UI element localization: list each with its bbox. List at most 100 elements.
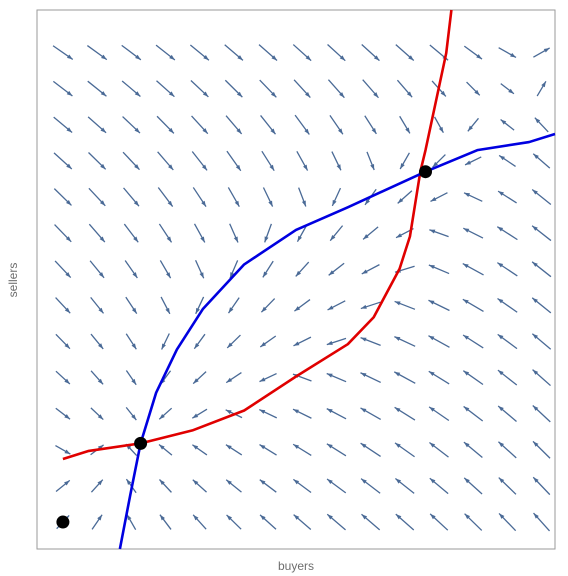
field-arrow-head bbox=[463, 406, 470, 412]
field-arrow-head bbox=[259, 479, 266, 485]
field-arrow-head bbox=[532, 405, 539, 411]
field-arrow-head bbox=[532, 297, 538, 303]
field-arrow-head bbox=[430, 513, 436, 520]
field-arrow-head bbox=[406, 91, 413, 98]
field-arrow-head bbox=[339, 55, 346, 61]
field-arrow-head bbox=[464, 192, 471, 198]
field-arrow-head bbox=[428, 264, 435, 270]
field-arrow-head bbox=[293, 341, 300, 346]
field-arrow-head bbox=[169, 54, 175, 61]
field-arrow-head bbox=[497, 334, 504, 340]
field-arrow-head bbox=[65, 236, 72, 242]
field-arrow-head bbox=[326, 443, 333, 449]
field-arrow-head bbox=[270, 91, 277, 98]
field-arrow-head bbox=[463, 370, 470, 376]
field-arrow-head bbox=[295, 270, 302, 277]
field-arrow-head bbox=[192, 413, 199, 419]
field-arrow-head bbox=[394, 371, 401, 377]
field-arrow-head bbox=[165, 272, 171, 279]
field-arrow-head bbox=[227, 342, 233, 348]
field-arrow-head bbox=[166, 236, 172, 243]
field-arrow-head bbox=[234, 200, 240, 207]
field-arrow-head bbox=[194, 343, 200, 349]
field-arrow-head bbox=[259, 444, 266, 450]
field-arrow-head bbox=[429, 442, 436, 448]
field-arrow-head bbox=[297, 235, 302, 242]
field-arrow-head bbox=[97, 414, 104, 420]
field-arrow-head bbox=[497, 226, 504, 232]
field-arrow-head bbox=[394, 336, 401, 341]
field-arrow-head bbox=[66, 54, 73, 60]
field-arrow-head bbox=[193, 514, 199, 521]
field-arrow-head bbox=[271, 55, 278, 61]
field-arrow-head bbox=[97, 479, 103, 486]
field-arrow-head bbox=[167, 200, 173, 207]
field-arrow-head bbox=[201, 200, 207, 207]
field-arrow-head bbox=[394, 442, 401, 448]
field-arrow-head bbox=[462, 263, 469, 269]
field-arrow-head bbox=[270, 128, 276, 135]
field-arrow-head bbox=[226, 514, 233, 521]
field-arrow-head bbox=[131, 414, 137, 421]
field-arrow-head bbox=[225, 409, 232, 415]
field-arrow-head bbox=[394, 407, 401, 413]
field-arrow-head bbox=[64, 414, 71, 420]
field-arrow-head bbox=[303, 164, 308, 171]
equilibrium-point bbox=[134, 436, 148, 450]
field-arrow-head bbox=[327, 305, 334, 310]
red-nullcline-curve bbox=[62, 9, 453, 461]
field-arrow-head bbox=[397, 198, 404, 204]
field-arrow-head bbox=[159, 514, 165, 521]
field-arrow-head bbox=[228, 307, 234, 314]
field-arrow-head bbox=[132, 272, 138, 278]
field-arrow-head bbox=[500, 119, 507, 125]
field-arrow-head bbox=[262, 271, 268, 278]
field-arrow-head bbox=[294, 306, 301, 312]
field-arrow-head bbox=[126, 514, 132, 521]
field-arrow-head bbox=[533, 153, 539, 159]
field-arrow-head bbox=[497, 298, 504, 304]
field-arrow-head bbox=[203, 55, 209, 61]
field-arrow-head bbox=[99, 200, 106, 206]
field-arrow-head bbox=[236, 128, 242, 134]
field-arrow-head bbox=[235, 164, 241, 171]
field-arrow-head bbox=[304, 128, 310, 135]
field-arrow-head bbox=[131, 343, 137, 350]
field-arrow-head bbox=[464, 513, 471, 520]
field-arrow-head bbox=[236, 91, 243, 98]
field-arrow-head bbox=[66, 127, 73, 133]
field-arrow-head bbox=[428, 335, 435, 341]
field-arrow-head bbox=[65, 272, 71, 278]
field-arrow-head bbox=[395, 478, 402, 484]
field-arrow-head bbox=[533, 441, 539, 447]
field-arrow-head bbox=[543, 47, 550, 53]
curves bbox=[62, 9, 556, 550]
field-arrow-head bbox=[327, 479, 333, 485]
field-arrow-head bbox=[326, 340, 333, 345]
field-arrow-head bbox=[158, 444, 165, 450]
field-arrow-head bbox=[192, 479, 199, 486]
field-arrow-head bbox=[533, 477, 539, 483]
field-arrow-head bbox=[64, 378, 70, 385]
field-arrow-head bbox=[373, 55, 380, 61]
field-arrow-head bbox=[394, 301, 401, 306]
field-arrow-head bbox=[133, 236, 139, 243]
field-arrow-head bbox=[498, 441, 505, 448]
field-arrow-head bbox=[99, 236, 105, 243]
field-arrow-head bbox=[463, 334, 469, 340]
field-arrow-head bbox=[226, 479, 232, 485]
field-arrow-head bbox=[361, 514, 368, 520]
field-arrow-head bbox=[301, 200, 306, 207]
field-arrow-head bbox=[305, 55, 312, 61]
field-arrow-head bbox=[305, 91, 311, 98]
y-axis-label: sellers bbox=[6, 263, 20, 298]
field-arrow-head bbox=[268, 200, 273, 207]
field-arrow-head bbox=[98, 272, 105, 278]
field-arrow-head bbox=[100, 127, 107, 133]
x-axis-label: buyers bbox=[278, 559, 314, 573]
field-arrow-head bbox=[336, 164, 341, 171]
field-arrow-head bbox=[134, 91, 141, 97]
field-arrow-head bbox=[168, 91, 175, 97]
field-arrow-head bbox=[161, 343, 166, 350]
field-arrow-head bbox=[532, 369, 539, 375]
